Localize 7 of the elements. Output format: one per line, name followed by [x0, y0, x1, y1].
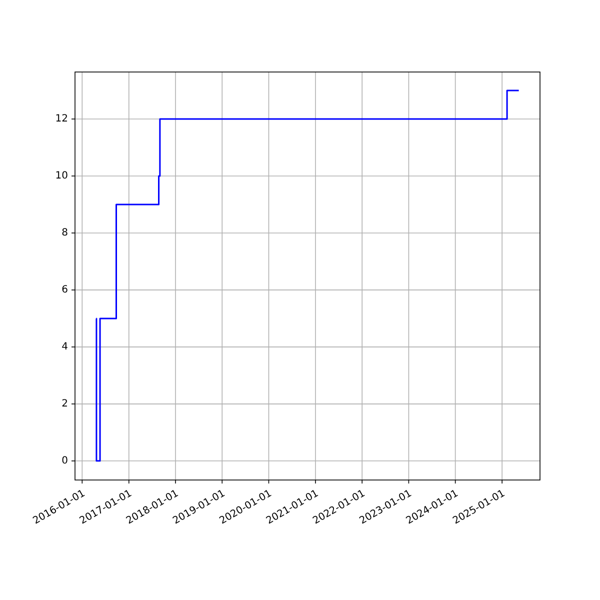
y-tick-label: 2	[62, 398, 68, 410]
y-tick-label: 10	[55, 170, 68, 182]
y-tick-label: 8	[62, 227, 68, 238]
y-tick-label: 12	[55, 114, 68, 125]
y-tick-label: 6	[62, 284, 68, 296]
y-tick-label: 4	[62, 341, 68, 352]
y-tick-label: 0	[62, 455, 68, 466]
